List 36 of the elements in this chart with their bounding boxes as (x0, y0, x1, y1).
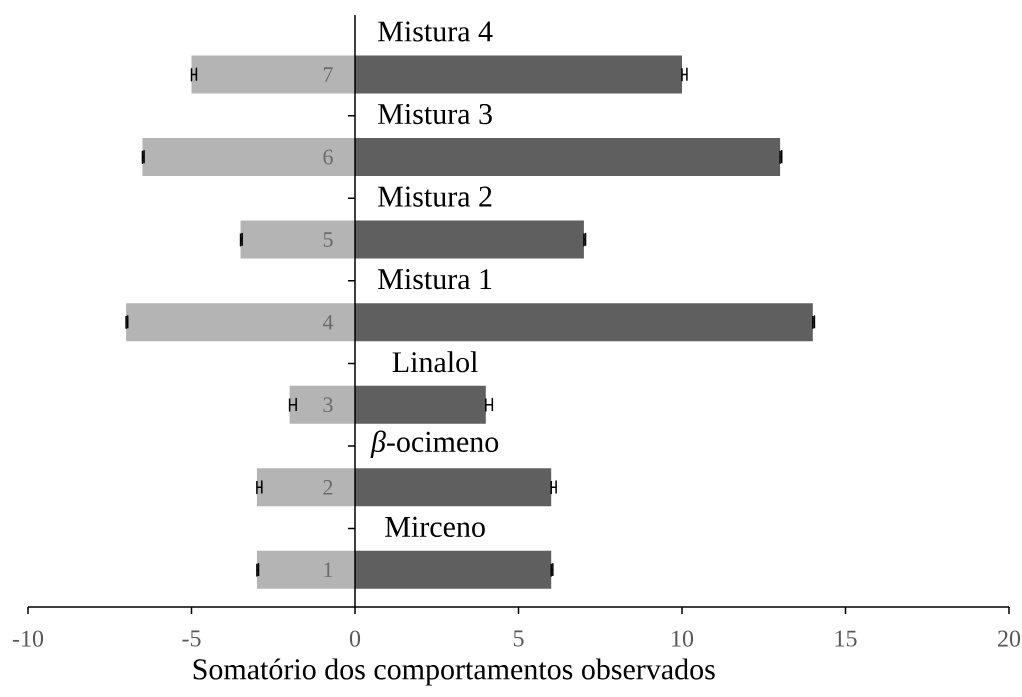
annotation: Mistura 1 (378, 269, 492, 290)
bar (355, 220, 584, 259)
x-tick-label: 0 (349, 630, 361, 647)
y-tick-label: 3 (323, 397, 333, 413)
y-tick-label: 1 (324, 562, 333, 578)
bar (355, 303, 813, 342)
y-tick-label: 6 (323, 149, 333, 165)
bar (355, 468, 552, 507)
bar (355, 550, 552, 589)
annotation: Mirceno (385, 516, 485, 537)
bar (256, 468, 355, 507)
x-tick-label: 10 (672, 630, 694, 647)
bar (355, 138, 781, 176)
x-axis-title: Somatório dos comportamentos observados (193, 658, 715, 686)
annotation: β-ocimeno (370, 430, 499, 459)
annotation: Linalol (392, 351, 478, 373)
x-tick-label: 15 (835, 630, 857, 647)
bar (289, 385, 355, 424)
bar (191, 55, 355, 94)
bar (355, 385, 486, 424)
x-tick-label: 5 (513, 630, 524, 647)
bar (142, 138, 355, 176)
annotation: Mistura 4 (378, 21, 493, 42)
y-tick-label: 4 (322, 314, 334, 330)
annotation: Mistura 2 (378, 186, 492, 207)
annotation: Mistura 3 (378, 103, 492, 125)
y-tick-label: 7 (323, 67, 333, 82)
x-tick-label: -5 (182, 630, 201, 647)
x-tick-label: 20 (998, 630, 1021, 647)
bar (240, 220, 355, 259)
bar (126, 303, 355, 342)
bar (355, 55, 682, 94)
x-tick-label: -10 (12, 630, 44, 647)
y-tick-label: 2 (323, 479, 333, 495)
bar (256, 550, 355, 589)
y-tick-label: 5 (323, 232, 333, 247)
